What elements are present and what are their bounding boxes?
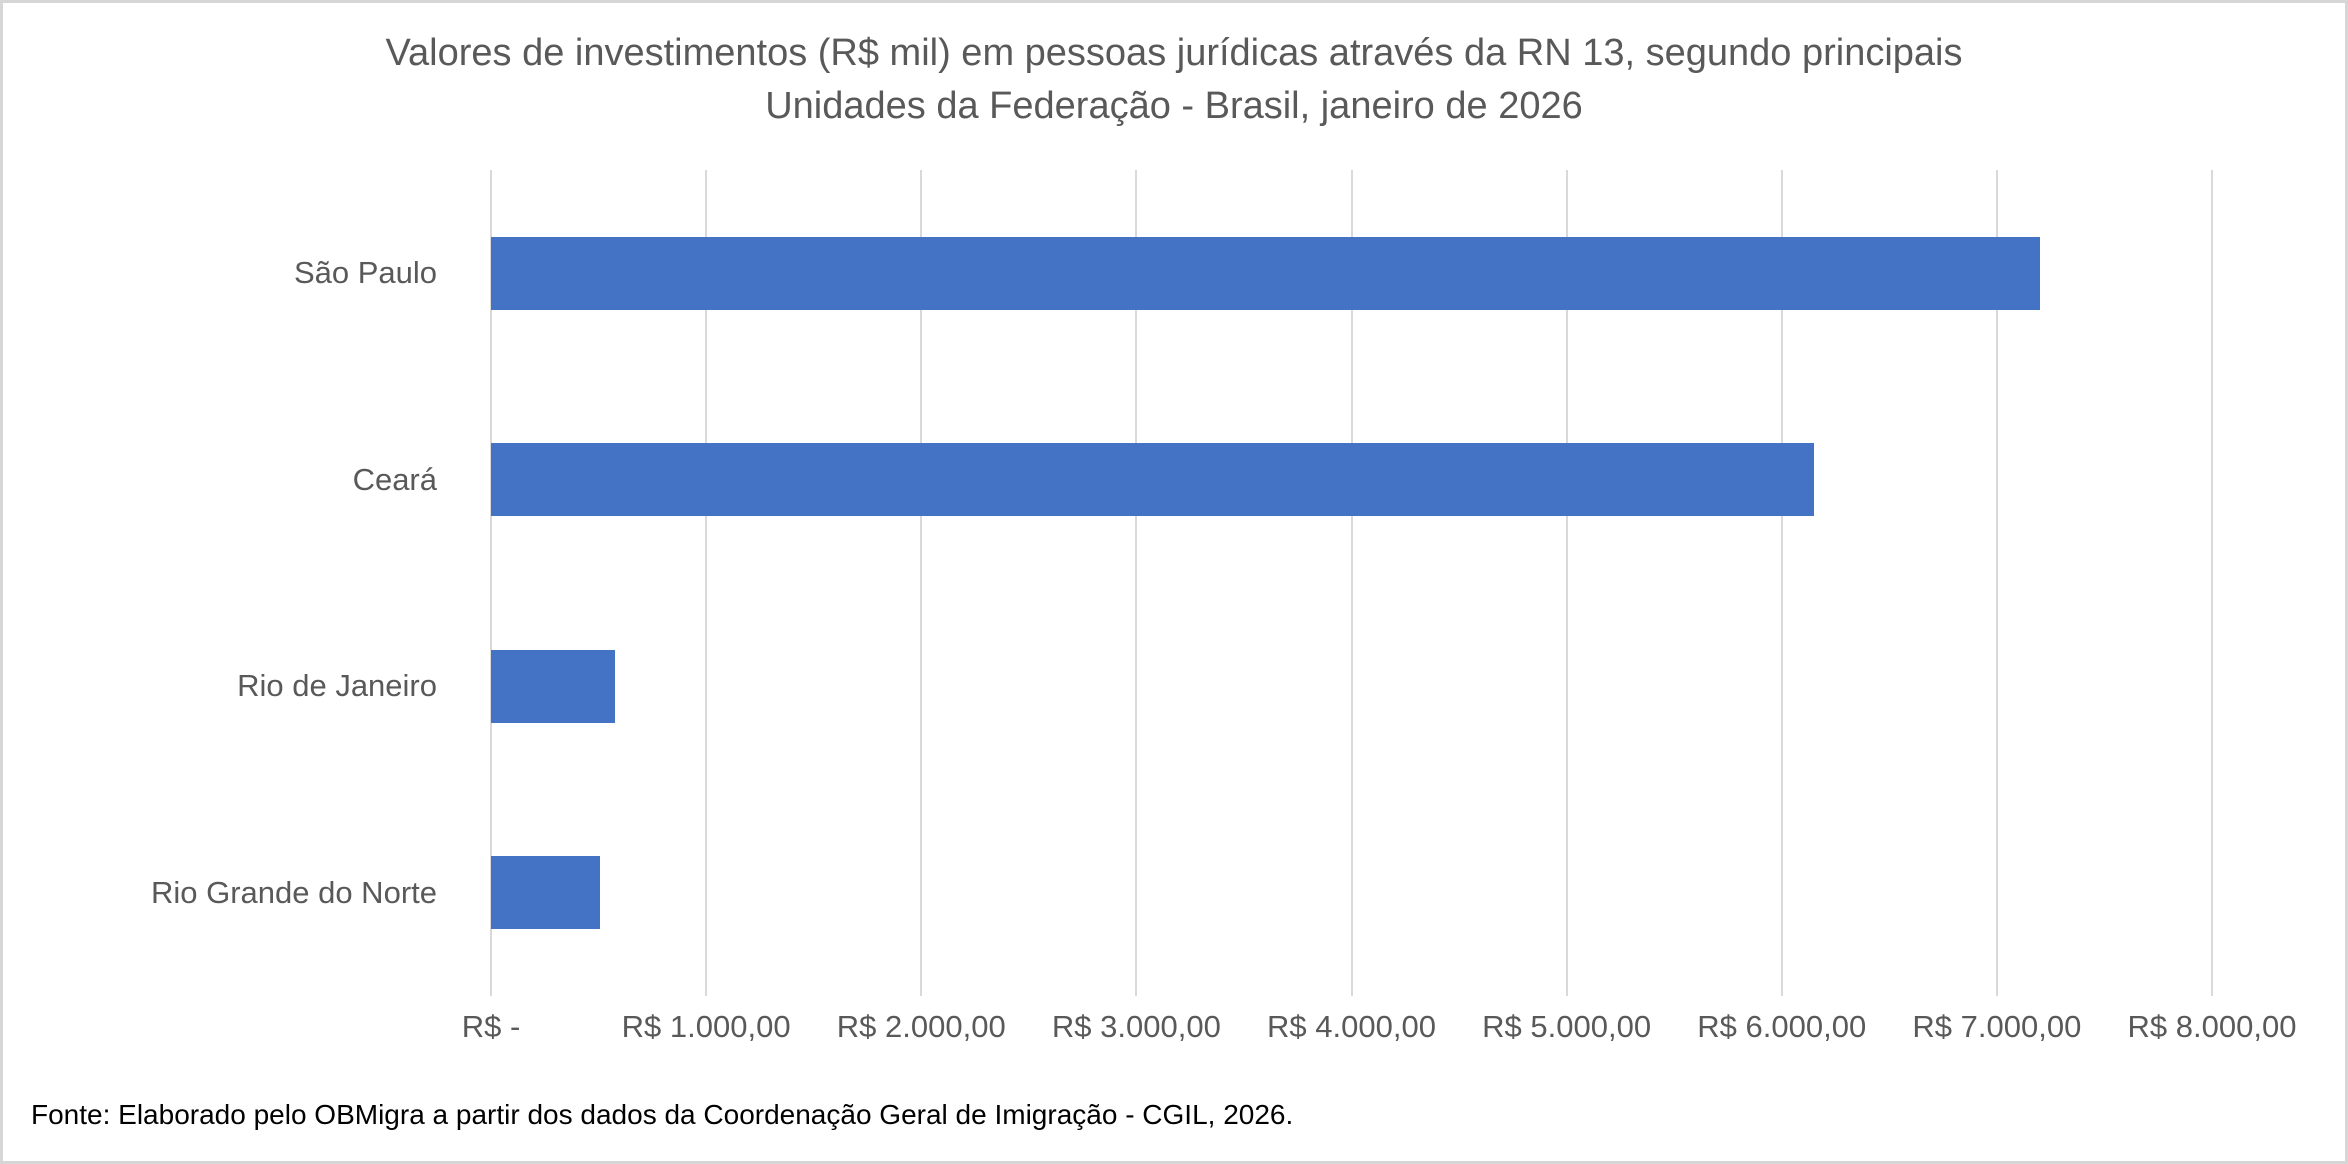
value-tick-label-7: R$ 7.000,00 bbox=[1912, 1009, 2082, 1044]
bar-sao-paulo bbox=[491, 236, 2040, 310]
value-tick-label-1: R$ 1.000,00 bbox=[621, 1009, 791, 1044]
bar-rio-de-janeiro bbox=[491, 649, 615, 723]
plot-area bbox=[490, 170, 2213, 996]
bar-ceara bbox=[491, 443, 1815, 517]
category-label-rio-de-janeiro: Rio de Janeiro bbox=[237, 668, 437, 704]
value-tick-label-3: R$ 3.000,00 bbox=[1051, 1009, 1221, 1044]
gridline-0 bbox=[490, 170, 492, 996]
chart-title-line-2: Unidades da Federação - Brasil, janeiro … bbox=[765, 85, 1583, 127]
value-tick-label-6: R$ 6.000,00 bbox=[1697, 1009, 1867, 1044]
gridline-7 bbox=[1995, 170, 1998, 996]
bar-rio-grande-do-norte bbox=[491, 856, 600, 930]
gridline-2 bbox=[920, 170, 923, 996]
gridline-8 bbox=[2211, 170, 2213, 996]
gridline-1 bbox=[705, 170, 708, 996]
gridline-6 bbox=[1780, 170, 1783, 996]
value-tick-label-2: R$ 2.000,00 bbox=[836, 1009, 1006, 1044]
chart-title-line-1: Valores de investimentos (R$ mil) em pes… bbox=[385, 32, 1963, 74]
gridline-4 bbox=[1350, 170, 1353, 996]
category-label-sao-paulo: São Paulo bbox=[293, 255, 437, 291]
gridline-5 bbox=[1565, 170, 1568, 996]
source-note: Fonte: Elaborado pelo OBMigra a partir d… bbox=[31, 1099, 1294, 1130]
chart-title: Valores de investimentos (R$ mil) em pes… bbox=[3, 27, 2345, 133]
value-tick-label-5: R$ 5.000,00 bbox=[1482, 1009, 1652, 1044]
gridline-3 bbox=[1135, 170, 1138, 996]
category-label-rio-grande-do-norte: Rio Grande do Norte bbox=[150, 874, 437, 910]
value-tick-label-0: R$ - bbox=[461, 1009, 521, 1044]
value-tick-label-8: R$ 8.000,00 bbox=[2127, 1009, 2297, 1044]
value-tick-label-4: R$ 4.000,00 bbox=[1267, 1009, 1436, 1044]
category-label-ceara: Ceará bbox=[352, 461, 437, 497]
